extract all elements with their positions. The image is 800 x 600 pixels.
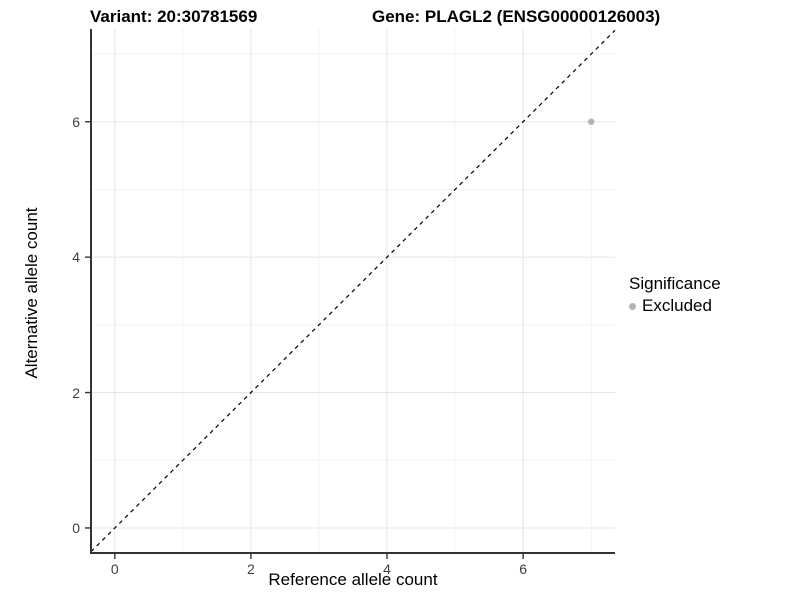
y-tick-label: 0 bbox=[72, 519, 80, 536]
x-tick-label: 0 bbox=[110, 561, 119, 577]
legend: Significance Excluded bbox=[629, 274, 721, 316]
y-tick-label: 6 bbox=[72, 113, 80, 130]
variant-title: Variant: 20:30781569 bbox=[90, 7, 258, 26]
legend-item: Excluded bbox=[629, 296, 721, 316]
x-tick-label: 6 bbox=[519, 561, 528, 577]
x-tick-label: 2 bbox=[247, 561, 255, 577]
legend-point-icon bbox=[629, 302, 636, 310]
legend-item-label: Excluded bbox=[642, 296, 712, 315]
y-axis-title: Alternative allele count bbox=[22, 207, 41, 379]
legend-title: Significance bbox=[629, 274, 721, 293]
y-tick-label: 4 bbox=[72, 249, 80, 266]
data-point bbox=[587, 118, 595, 125]
x-tick-label: 4 bbox=[383, 561, 391, 577]
x-axis-title: Reference allele count bbox=[268, 570, 438, 589]
gene-title: Gene: PLAGL2 (ENSG00000126003) bbox=[372, 7, 661, 26]
y-tick-label: 2 bbox=[72, 384, 80, 401]
identity-dashed-line bbox=[90, 29, 616, 553]
